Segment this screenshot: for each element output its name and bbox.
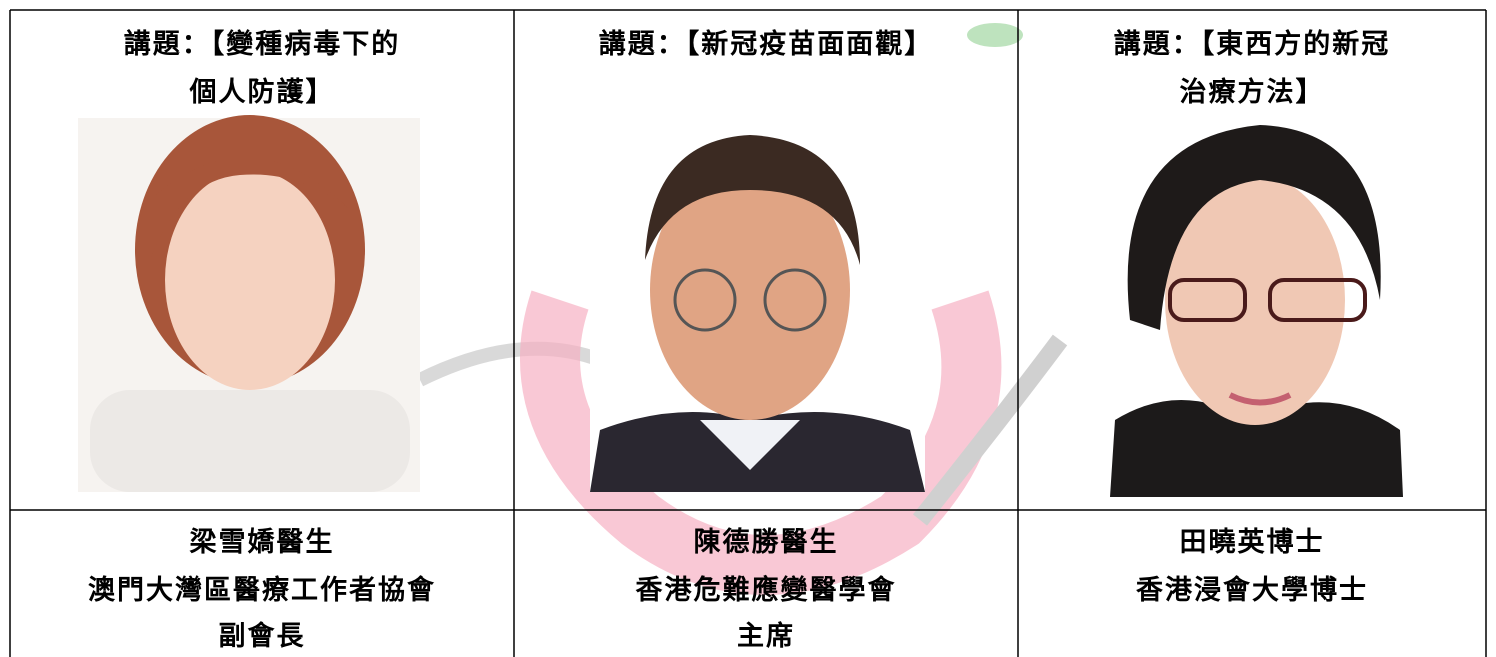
photo-1 xyxy=(78,115,420,492)
speaker-name: 田曉英博士 xyxy=(1179,527,1325,557)
watermark xyxy=(416,23,1068,595)
speaker-affiliation: 香港浸會大學博士 xyxy=(1136,575,1368,605)
photo-2 xyxy=(590,135,925,492)
table-borders xyxy=(9,9,1487,657)
topic-line: 治療方法】 xyxy=(1179,77,1325,107)
photo-3 xyxy=(1110,125,1403,497)
speaker-role: 主席 xyxy=(737,621,795,651)
topic-line: 講題：【變種病毒下的 xyxy=(123,29,401,59)
speaker-role: 副會長 xyxy=(218,621,306,651)
topic-line: 講題：【新冠疫苗面面觀】 xyxy=(598,29,934,59)
topic-line: 講題：【東西方的新冠 xyxy=(1113,29,1391,59)
speaker-name: 梁雪嬌醫生 xyxy=(189,527,335,557)
topic-line: 個人防護】 xyxy=(189,77,335,107)
speaker-affiliation: 香港危難應變醫學會 xyxy=(635,575,897,605)
speaker-affiliation: 澳門大灣區醫療工作者協會 xyxy=(88,575,436,605)
speaker-name: 陳德勝醫生 xyxy=(693,527,839,557)
